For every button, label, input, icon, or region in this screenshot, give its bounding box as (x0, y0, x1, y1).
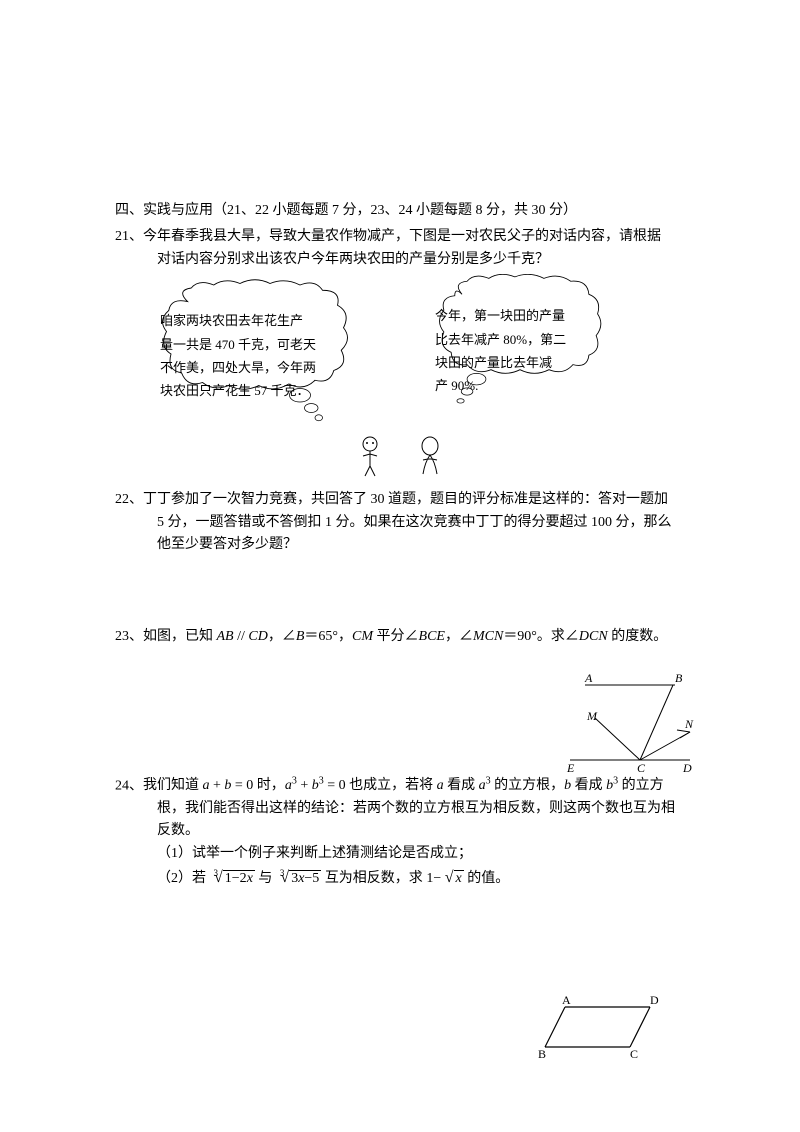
q21-line2: 对话内容分别求出该农户今年两块农田的产量分别是多少千克？ (115, 249, 685, 271)
b1-l2: 量一共是 470 千克，可老天 (160, 333, 360, 356)
b2-l4: 产 90%. (435, 374, 615, 397)
q24-part1: （1）试举一个例子来判断上述猜测结论是否成立； (115, 843, 685, 865)
person-1 (355, 434, 385, 479)
b2-l3: 块田的产量比去年减 (435, 351, 615, 374)
question-21: 21、今年春季我县大旱，导致大量农作物减产，下图是一对农民父子的对话内容，请根据… (115, 226, 685, 479)
svg-text:A: A (562, 993, 571, 1007)
question-23: 23、如图，已知 AB // CD，∠B＝65°，CM 平分∠BCE，∠MCN＝… (115, 626, 685, 648)
q24-part2: （2）若 3√1−2x 与 3√3x−5 互为相反数，求 1− √x 的值。 (115, 865, 685, 891)
svg-text:M: M (586, 709, 598, 723)
q23-number: 23、 (115, 629, 143, 644)
q22-line3: 他至少要答对多少题？ (115, 534, 685, 556)
dialogue-bubbles: 咱家两块农田去年花生产 量一共是 470 千克，可老天 不作美，四处大旱，今年两… (115, 279, 685, 479)
svg-text:E: E (566, 761, 575, 775)
svg-text:A: A (584, 671, 593, 685)
svg-text:C: C (630, 1047, 638, 1061)
q22-number: 22、 (115, 492, 143, 507)
svg-text:D: D (682, 761, 692, 775)
b2-l2: 比去年减产 80%，第二 (435, 328, 615, 351)
q24-line2: 根，我们能否得出这样的结论：若两个数的立方根互为相反数，则这两个数也互为相 (115, 798, 685, 820)
q21-number: 21、 (115, 229, 143, 244)
svg-text:B: B (538, 1047, 546, 1061)
q24-number: 24、 (115, 778, 143, 793)
q23-text: 如图，已知 AB // CD，∠B＝65°，CM 平分∠BCE，∠MCN＝90°… (143, 629, 667, 644)
question-22: 22、丁丁参加了一次智力竞赛，共回答了 30 道题，题目的评分标准是这样的：答对… (115, 489, 685, 556)
svg-text:D: D (650, 993, 659, 1007)
svg-text:B: B (675, 671, 683, 685)
question-24: 24、我们知道 a + b = 0 时，a3 + b3 = 0 也成立，若将 a… (115, 774, 685, 891)
geometry-diagram-q23: A B M N E C D (565, 670, 695, 780)
svg-text:C: C (637, 761, 646, 775)
q24-line3: 反数。 (115, 820, 685, 842)
bubble-2-text: 今年，第一块田的产量 比去年减产 80%，第二 块田的产量比去年减 产 90%. (435, 304, 615, 398)
bubble-1-text: 咱家两块农田去年花生产 量一共是 470 千克，可老天 不作美，四处大旱，今年两… (160, 309, 360, 403)
b1-l3: 不作美，四处大旱，今年两 (160, 356, 360, 379)
q21-line1: 今年春季我县大旱，导致大量农作物减产，下图是一对农民父子的对话内容，请根据 (143, 229, 661, 244)
svg-text:N: N (684, 717, 694, 731)
b1-l4: 块农田只产花生 57 千克． (160, 379, 360, 402)
q24-line1: 我们知道 a + b = 0 时，a3 + b3 = 0 也成立，若将 a 看成… (143, 778, 664, 793)
b1-l1: 咱家两块农田去年花生产 (160, 309, 360, 332)
person-2 (415, 434, 445, 479)
b2-l1: 今年，第一块田的产量 (435, 304, 615, 327)
section-header: 四、实践与应用（21、22 小题每题 7 分，23、24 小题每题 8 分，共 … (115, 200, 685, 222)
q22-line1: 丁丁参加了一次智力竞赛，共回答了 30 道题，题目的评分标准是这样的：答对一题加 (143, 492, 668, 507)
parallelogram-diagram: A D B C (530, 992, 680, 1062)
q22-line2: 5 分，一题答错或不答倒扣 1 分。如果在这次竞赛中丁丁的得分要超过 100 分… (115, 512, 685, 534)
